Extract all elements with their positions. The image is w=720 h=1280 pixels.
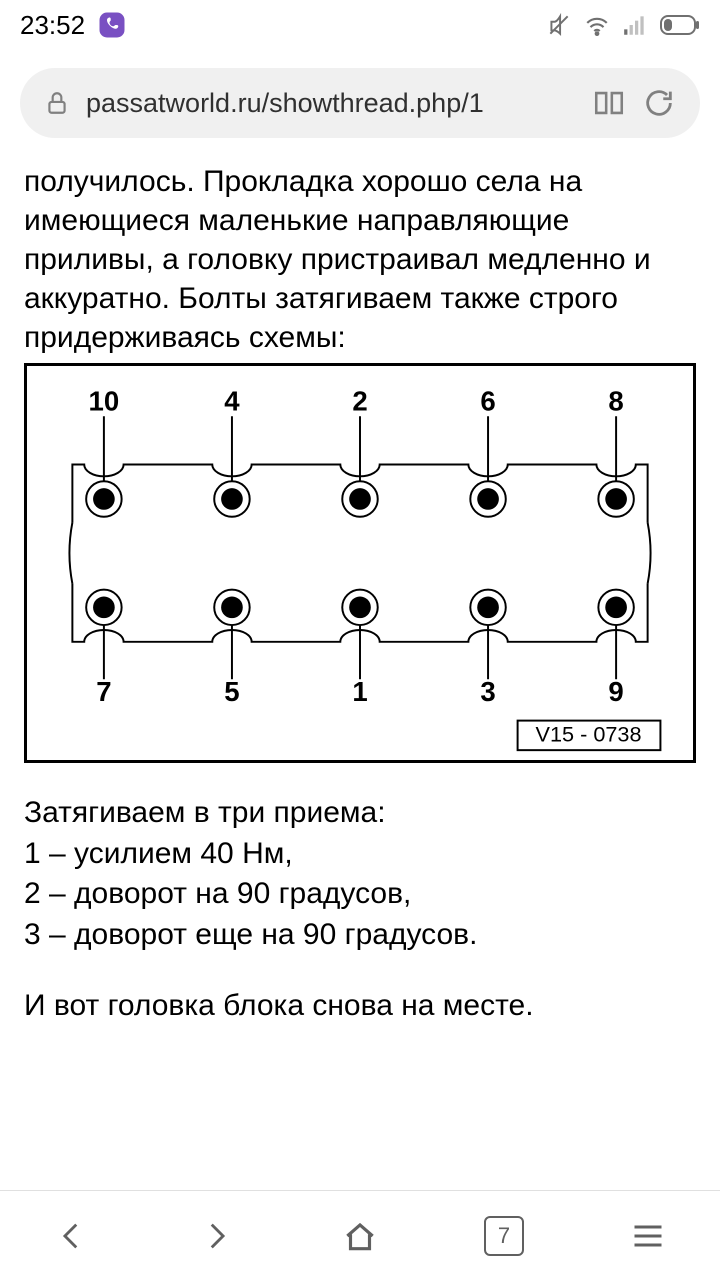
svg-text:7: 7 xyxy=(96,676,111,707)
battery-icon xyxy=(660,15,700,35)
chevron-left-icon xyxy=(55,1219,89,1253)
svg-text:9: 9 xyxy=(608,676,623,707)
step-2: 2 – доворот на 90 градусов, xyxy=(24,874,696,915)
status-left: 23:52 xyxy=(20,10,127,41)
menu-button[interactable] xyxy=(624,1212,672,1260)
svg-text:1: 1 xyxy=(352,676,367,707)
home-button[interactable] xyxy=(336,1212,384,1260)
svg-text:6: 6 xyxy=(480,385,495,416)
tab-count-box: 7 xyxy=(484,1216,524,1256)
steps-title: Затягиваем в три приема: xyxy=(24,793,696,834)
url-bar[interactable]: passatworld.ru/showthread.php/1 xyxy=(20,68,700,138)
forward-button[interactable] xyxy=(192,1212,240,1260)
wifi-icon xyxy=(584,12,610,38)
back-button[interactable] xyxy=(48,1212,96,1260)
home-icon xyxy=(341,1217,379,1255)
svg-text:8: 8 xyxy=(608,385,623,416)
lock-icon xyxy=(44,90,70,116)
viber-icon xyxy=(97,10,127,40)
tabs-button[interactable]: 7 xyxy=(480,1212,528,1260)
svg-text:5: 5 xyxy=(224,676,239,707)
closing-paragraph: И вот головка блока снова на месте. xyxy=(24,989,696,1023)
bottom-nav: 7 xyxy=(0,1190,720,1280)
reload-icon[interactable] xyxy=(642,86,676,120)
svg-text:10: 10 xyxy=(89,385,120,416)
status-bar: 23:52 xyxy=(0,0,720,50)
torque-steps: Затягиваем в три приема: 1 – усилием 40 … xyxy=(24,793,696,955)
tab-count: 7 xyxy=(498,1223,510,1249)
page-content: получилось. Прокладка хорошо села на име… xyxy=(0,148,720,1190)
step-3: 3 – доворот еще на 90 градусов. xyxy=(24,915,696,956)
diagram-svg: 10 7 4 5 2 1 6 3 8 9 V15 - 0738 xyxy=(27,366,693,760)
intro-paragraph: получилось. Прокладка хорошо села на име… xyxy=(24,162,696,357)
reader-icon[interactable] xyxy=(592,86,626,120)
chevron-right-icon xyxy=(199,1219,233,1253)
hamburger-icon xyxy=(630,1218,666,1254)
status-time: 23:52 xyxy=(20,10,85,41)
svg-text:V15 - 0738: V15 - 0738 xyxy=(536,721,642,746)
svg-text:3: 3 xyxy=(480,676,495,707)
svg-text:2: 2 xyxy=(352,385,367,416)
step-1: 1 – усилием 40 Нм, xyxy=(24,834,696,875)
svg-text:4: 4 xyxy=(224,385,240,416)
mute-icon xyxy=(546,12,572,38)
status-right xyxy=(546,12,700,38)
url-text: passatworld.ru/showthread.php/1 xyxy=(86,88,576,119)
bolt-torque-diagram: 10 7 4 5 2 1 6 3 8 9 V15 - 0738 xyxy=(24,363,696,763)
signal-icon xyxy=(622,12,648,38)
